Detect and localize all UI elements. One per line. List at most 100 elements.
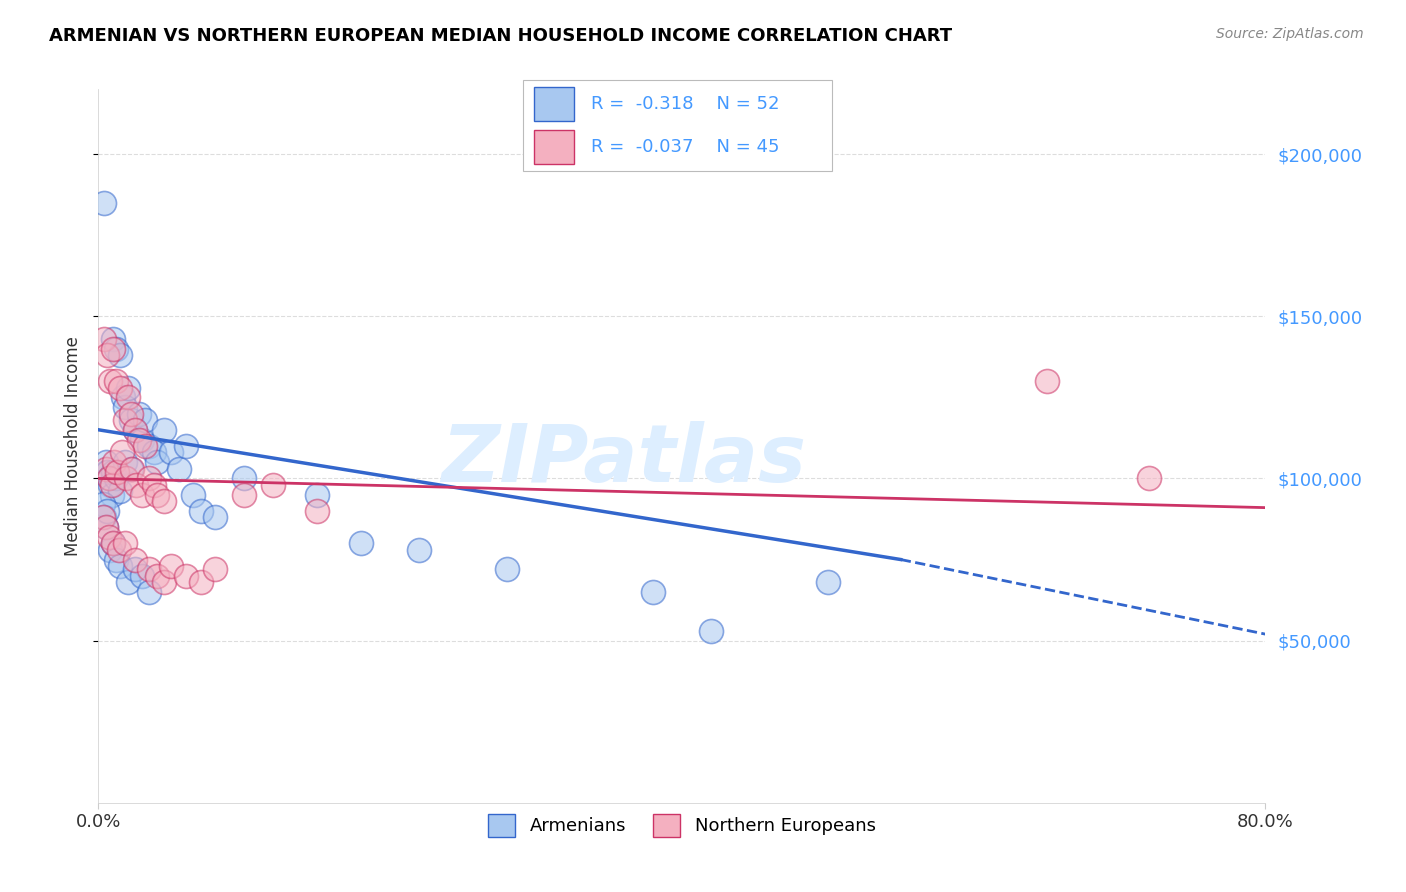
Point <box>105 465 128 479</box>
Point <box>124 423 146 437</box>
Point <box>138 562 160 576</box>
Point <box>120 413 142 427</box>
Point <box>124 562 146 576</box>
Text: R =  -0.037    N = 45: R = -0.037 N = 45 <box>591 138 779 156</box>
Point <box>96 348 118 362</box>
Point <box>117 575 139 590</box>
Point <box>115 471 138 485</box>
Point <box>110 381 132 395</box>
Point <box>110 348 132 362</box>
Point <box>146 455 169 469</box>
Point <box>94 520 117 534</box>
Point <box>94 461 117 475</box>
Point <box>153 575 176 590</box>
Point <box>131 568 153 582</box>
Point <box>112 390 135 404</box>
Point <box>110 484 132 499</box>
Point <box>138 439 160 453</box>
Point <box>101 536 124 550</box>
Point <box>98 542 121 557</box>
Point <box>817 575 839 590</box>
Point <box>134 439 156 453</box>
Point <box>142 478 165 492</box>
Point <box>181 488 204 502</box>
Point <box>131 488 153 502</box>
Point <box>93 510 115 524</box>
Point <box>174 439 197 453</box>
Point <box>700 624 723 638</box>
Point <box>121 461 143 475</box>
Point <box>104 471 127 485</box>
Text: ZIPatlas: ZIPatlas <box>441 421 806 500</box>
Point <box>97 471 120 485</box>
Point <box>174 568 197 582</box>
Point <box>93 332 115 346</box>
Point <box>97 530 120 544</box>
Text: R =  -0.318    N = 52: R = -0.318 N = 52 <box>591 95 779 113</box>
Point <box>104 552 127 566</box>
Point <box>120 407 142 421</box>
Point <box>124 552 146 566</box>
Point <box>91 510 114 524</box>
Point <box>146 488 169 502</box>
Point <box>101 332 124 346</box>
Point <box>97 471 120 485</box>
Point <box>100 478 122 492</box>
Text: Source: ZipAtlas.com: Source: ZipAtlas.com <box>1216 27 1364 41</box>
Point <box>120 461 142 475</box>
Point <box>96 465 118 479</box>
Point <box>138 471 160 485</box>
Point <box>153 494 176 508</box>
Point <box>101 536 124 550</box>
Point <box>93 195 115 210</box>
Point <box>111 445 134 459</box>
Point <box>142 445 165 459</box>
Point <box>98 478 121 492</box>
Point <box>114 455 136 469</box>
Point <box>1137 471 1160 485</box>
Point <box>134 413 156 427</box>
Point <box>160 559 183 574</box>
Point <box>307 504 329 518</box>
Point <box>233 471 256 485</box>
Point <box>103 455 125 469</box>
Point <box>104 374 127 388</box>
Point <box>641 585 664 599</box>
Point <box>98 374 121 388</box>
Point <box>138 585 160 599</box>
Point <box>307 488 329 502</box>
Point <box>101 465 124 479</box>
Y-axis label: Median Household Income: Median Household Income <box>65 336 83 556</box>
Point <box>114 413 136 427</box>
Point <box>114 400 136 414</box>
Point <box>117 390 139 404</box>
Point <box>190 575 212 590</box>
Point <box>1035 374 1057 388</box>
Text: ARMENIAN VS NORTHERN EUROPEAN MEDIAN HOUSEHOLD INCOME CORRELATION CHART: ARMENIAN VS NORTHERN EUROPEAN MEDIAN HOU… <box>49 27 952 45</box>
Point <box>146 568 169 582</box>
Point <box>117 381 139 395</box>
Point <box>91 497 114 511</box>
Point <box>190 504 212 518</box>
Point <box>125 478 148 492</box>
Point <box>204 562 226 576</box>
Point <box>128 407 150 421</box>
Point <box>262 478 284 492</box>
Point <box>96 504 118 518</box>
Point <box>153 423 176 437</box>
Point <box>167 461 190 475</box>
Point <box>101 342 124 356</box>
Point <box>496 562 519 576</box>
Point <box>233 488 256 502</box>
Point <box>94 520 117 534</box>
Point <box>108 542 131 557</box>
Point <box>124 423 146 437</box>
Point <box>94 455 117 469</box>
Point <box>128 433 150 447</box>
Point <box>350 536 373 550</box>
Point <box>131 433 153 447</box>
Legend: Armenians, Northern Europeans: Armenians, Northern Europeans <box>481 807 883 844</box>
Point <box>104 342 127 356</box>
Point <box>100 488 122 502</box>
Point <box>110 559 132 574</box>
